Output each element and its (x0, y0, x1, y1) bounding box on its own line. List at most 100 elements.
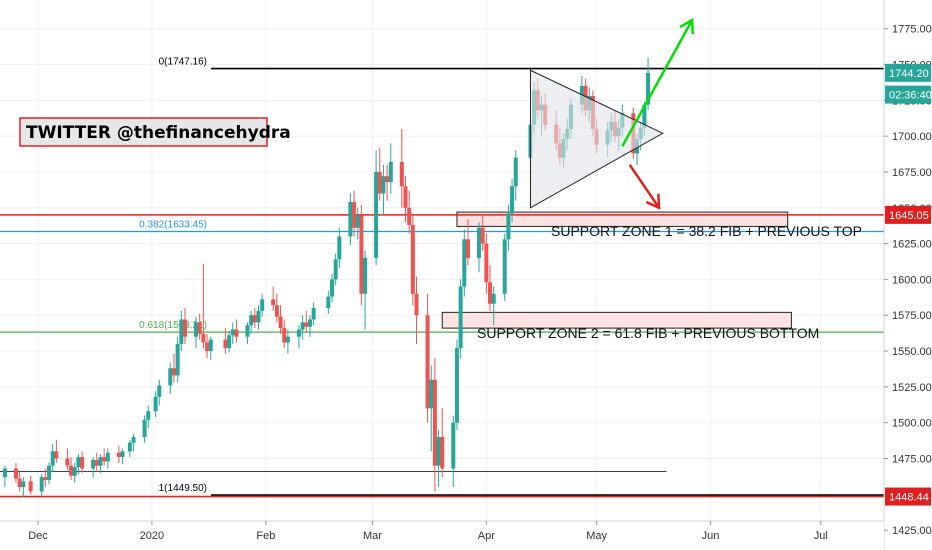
candle-body (642, 104, 647, 128)
candle-body (205, 342, 210, 352)
candle-body (488, 282, 493, 304)
price-tick-label: 1625.00 (892, 239, 932, 251)
price-badge (885, 63, 931, 82)
candle (414, 276, 419, 344)
candle (381, 164, 386, 215)
candle (348, 193, 353, 246)
candle-body (17, 478, 22, 488)
time-tick-label: Jun (702, 530, 720, 542)
candle (477, 222, 481, 273)
candle (102, 448, 107, 466)
candle (194, 316, 199, 349)
price-tick-label: 1525.00 (892, 382, 932, 394)
candle-body (388, 161, 393, 182)
candle (256, 305, 261, 330)
arrow-head (645, 193, 661, 210)
green-arrow (621, 19, 694, 147)
triangle-pattern (529, 69, 664, 209)
candle-body (374, 171, 379, 258)
candle (227, 330, 232, 353)
candle-body (105, 452, 110, 462)
candle-body (462, 239, 467, 287)
candle (142, 415, 147, 443)
candle-body (146, 411, 151, 420)
candle (94, 452, 99, 472)
candle (21, 477, 26, 498)
price-badge (885, 487, 931, 506)
candle-body (120, 451, 125, 458)
candle (17, 471, 22, 492)
candle-body (131, 436, 136, 443)
candle-body (245, 325, 250, 337)
candle-body (13, 468, 18, 479)
time-tick-label: Dec (28, 530, 48, 542)
candle-body (249, 315, 254, 326)
candle-body (80, 457, 85, 469)
candle-body (363, 257, 368, 294)
candle (304, 310, 309, 333)
candle-body (506, 213, 511, 240)
candle (480, 214, 485, 251)
candle-body (116, 452, 121, 458)
candle (201, 263, 206, 349)
candle-body (256, 310, 261, 323)
candle (502, 233, 507, 301)
candle-body (76, 457, 81, 468)
time-axis[interactable]: Dec 2020 Feb Mar Apr May Jun Jul (0, 520, 884, 550)
candle (157, 379, 162, 406)
fib-label: 0(1747.16) (159, 57, 207, 68)
price-badge-label: 02:36:40 (889, 90, 932, 102)
candle (28, 475, 33, 495)
candle-body (282, 328, 287, 343)
candle-body (484, 243, 489, 283)
candle (252, 308, 257, 329)
candle (39, 474, 44, 496)
candle (407, 190, 412, 234)
price-tick-label: 1700.00 (892, 131, 932, 143)
candle-body (451, 422, 456, 469)
candle-body (465, 239, 470, 258)
candle (440, 408, 445, 478)
candle (403, 176, 408, 223)
time-axis-bg (0, 521, 884, 550)
red-arrow (628, 164, 661, 209)
candle-body (440, 436, 445, 469)
time-tick-label: Jul (814, 530, 828, 542)
candle (168, 362, 173, 395)
support-zones (441, 211, 792, 329)
candle (76, 454, 81, 475)
candle-body (102, 457, 107, 462)
candle (282, 319, 287, 349)
candle (330, 273, 334, 303)
candle-body (285, 336, 290, 343)
arrow-head (679, 18, 695, 35)
candle-body (381, 176, 386, 194)
candle-body (274, 305, 279, 317)
candle-body (175, 343, 180, 376)
price-axis[interactable]: 1425.001450.001475.001500.001525.001550.… (883, 0, 932, 550)
candle-body (260, 299, 265, 311)
candle-body (72, 467, 77, 476)
candle (311, 302, 316, 326)
candle-body (234, 329, 239, 337)
candle (458, 279, 463, 359)
candle-body (399, 161, 404, 187)
candle-body (69, 465, 74, 476)
candle (271, 286, 276, 311)
candle (374, 150, 379, 266)
candle-body (348, 202, 353, 237)
candle-body (65, 458, 70, 466)
candle-body (91, 459, 96, 469)
candle (245, 322, 250, 344)
candle-body (304, 322, 309, 327)
candle-body (21, 481, 26, 488)
candle (385, 164, 390, 201)
price-badge-label: 1645.05 (889, 210, 929, 222)
candle (223, 328, 228, 354)
candle-body (296, 329, 301, 337)
time-tick-label: May (586, 530, 607, 542)
price-badge (885, 205, 931, 224)
candle-body (513, 157, 518, 187)
candle-body (171, 368, 176, 376)
